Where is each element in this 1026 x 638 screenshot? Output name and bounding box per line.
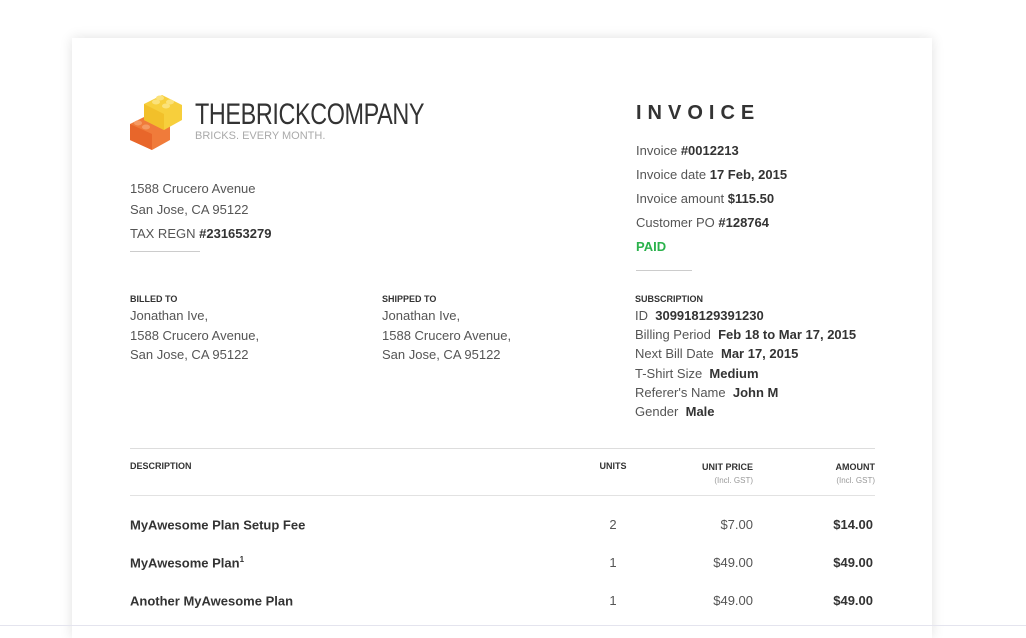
shipped-to-line: 1588 Crucero Avenue,	[382, 327, 512, 343]
company-name: THEBRICKCOMPANY	[195, 98, 425, 131]
subscription-row: Gender Male	[635, 404, 715, 419]
company-address-line: 1588 Crucero Avenue	[130, 181, 256, 196]
billed-to-line: San Jose, CA 95122	[130, 347, 249, 362]
header-unit-price: UNIT PRICE	[701, 462, 753, 472]
invoice-meta-row: Invoice amount $115.50	[636, 191, 775, 206]
subscription-row: Next Bill Date Mar 17, 2015	[635, 346, 799, 362]
table-header-divider	[130, 495, 875, 496]
subscription-row: T-Shirt Size Medium	[635, 365, 759, 381]
header-description: DESCRIPTION	[130, 461, 192, 471]
item-unit-price: $7.00	[720, 517, 753, 532]
invoice-meta-row: Invoice #0012213	[636, 143, 739, 158]
lego-bricks-icon	[130, 95, 182, 150]
shipped-to-label: SHIPPED TO	[382, 294, 437, 304]
shipped-to-line: Jonathan Ive,	[382, 308, 461, 323]
item-amount: $49.00	[833, 593, 873, 608]
divider	[130, 251, 200, 252]
item-units: 1	[609, 593, 617, 608]
header-unit-price-sub: (Incl. GST)	[714, 476, 753, 485]
item-description: MyAwesome Plan1	[130, 555, 245, 571]
tax-regn: TAX REGN #231653279	[130, 226, 272, 241]
header-amount: AMOUNT	[835, 462, 876, 472]
subscription-row: ID 309918129391230	[635, 308, 764, 323]
header-amount-sub: (Incl. GST)	[836, 476, 875, 485]
invoice-card	[72, 38, 932, 638]
billed-to-line: 1588 Crucero Avenue,	[130, 327, 260, 343]
company-tagline: BRICKS. EVERY MONTH.	[195, 130, 326, 142]
item-unit-price: $49.00	[713, 593, 753, 608]
item-units: 2	[609, 517, 617, 532]
divider	[0, 625, 1026, 626]
subscription-row: Billing Period Feb 18 to Mar 17, 2015	[635, 327, 857, 343]
item-unit-price: $49.00	[713, 555, 753, 570]
item-units: 1	[609, 555, 617, 570]
status-badge: PAID	[636, 239, 667, 254]
item-amount: $14.00	[833, 517, 873, 532]
table-top-divider	[130, 448, 875, 449]
company-address-line: San Jose, CA 95122	[130, 202, 249, 217]
subscription-label: SUBSCRIPTION	[635, 294, 704, 304]
item-description: Another MyAwesome Plan	[130, 593, 294, 609]
invoice-meta-row: Customer PO #128764	[636, 215, 769, 230]
billed-to-line: Jonathan Ive,	[130, 308, 209, 323]
shipped-to-line: San Jose, CA 95122	[382, 347, 501, 362]
item-description: MyAwesome Plan Setup Fee	[130, 517, 306, 533]
subscription-row: Referer's Name John M	[635, 384, 779, 400]
item-amount: $49.00	[833, 555, 873, 570]
invoice-meta-row: Invoice date 17 Feb, 2015	[636, 167, 788, 182]
invoice-title: INVOICE	[636, 102, 761, 124]
header-units: UNITS	[599, 461, 627, 471]
divider	[636, 270, 692, 271]
billed-to-label: BILLED TO	[130, 294, 178, 304]
